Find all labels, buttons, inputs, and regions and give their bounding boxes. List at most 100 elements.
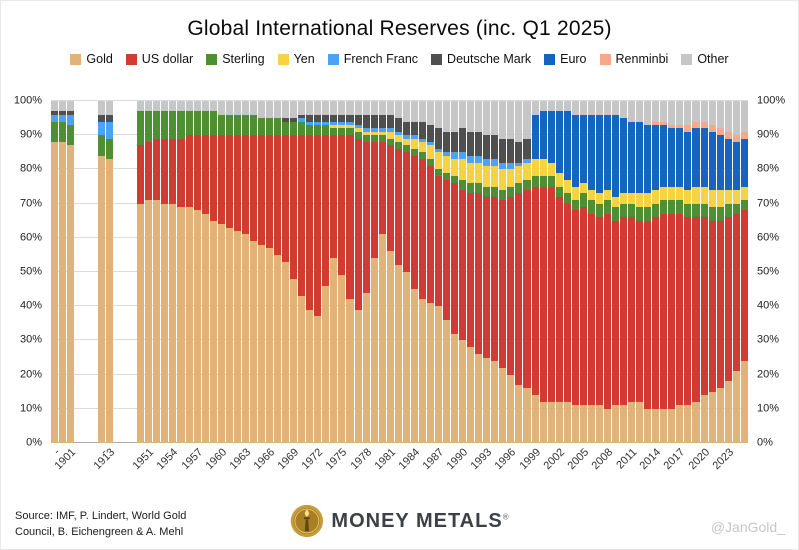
stacked-bar-1979	[370, 101, 378, 443]
bar-segment-us-dollar	[668, 213, 676, 409]
bar-segment-sterling	[145, 111, 153, 143]
bar-segment-euro	[716, 135, 724, 190]
y-axis-tick-label: 90%	[757, 128, 780, 141]
bar-segment-deutsche-mark	[499, 138, 507, 163]
bar-segment-other	[603, 101, 611, 115]
bar-segment-us-dollar	[161, 138, 169, 204]
bar-segment-other	[595, 101, 603, 115]
x-axis-tick-label: 1984	[396, 446, 423, 473]
bar-segment-us-dollar	[531, 186, 539, 396]
bar-segment-sterling	[579, 193, 587, 208]
bar-segment-sterling	[700, 203, 708, 218]
bar-segment-yen	[459, 159, 467, 180]
bar-segment-us-dollar	[209, 135, 217, 221]
bar-segment-gold	[418, 299, 426, 443]
bar-segment-sterling	[451, 176, 459, 184]
bar-segment-french-franc	[306, 121, 314, 125]
bar-segment-other	[515, 101, 523, 143]
bar-segment-us-dollar	[322, 135, 330, 286]
bar-segment-renminbi	[684, 125, 692, 132]
bar-segment-french-franc	[298, 118, 306, 122]
bar-segment-us-dollar	[571, 210, 579, 406]
bar-segment-us-dollar	[233, 135, 241, 231]
bar-segment-gold	[67, 145, 75, 443]
bar-segment-gold	[98, 155, 106, 443]
y-axis-tick-label: 60%	[19, 231, 42, 244]
bar-segment-sterling	[410, 148, 418, 156]
bar-segment-other	[531, 101, 539, 115]
bar-segment-euro	[668, 128, 676, 187]
stacked-bar-1968	[282, 101, 290, 443]
bar-segment-deutsche-mark	[467, 131, 475, 156]
bar-segment-yen	[394, 135, 402, 143]
bar-segment-gold	[306, 309, 314, 443]
stacked-bar-1900	[59, 101, 67, 443]
bar-segment-yen	[732, 189, 740, 204]
bar-segment-sterling	[523, 179, 531, 190]
stacked-bar-2019	[692, 101, 700, 443]
bar-segment-sterling	[106, 138, 114, 160]
bar-segment-yen	[378, 131, 386, 136]
legend-swatch-sterling	[206, 53, 218, 65]
bar-segment-yen	[499, 169, 507, 190]
bar-segment-french-franc	[467, 155, 475, 163]
bar-segment-deutsche-mark	[491, 135, 499, 160]
bar-segment-us-dollar	[483, 196, 491, 358]
bar-segment-sterling	[724, 203, 732, 218]
bar-segment-gold	[563, 401, 571, 443]
x-axis-tick-label: 2002	[541, 446, 567, 473]
bar-segment-deutsche-mark	[290, 118, 298, 122]
legend-item-gold: Gold	[70, 52, 113, 66]
bar-segment-euro	[724, 138, 732, 190]
bar-segment-us-dollar	[563, 203, 571, 402]
bar-segment-sterling	[233, 114, 241, 136]
bar-segment-sterling	[241, 114, 249, 136]
bar-segment-us-dollar	[724, 217, 732, 382]
bar-segment-us-dollar	[716, 220, 724, 389]
bar-segment-gold	[362, 292, 370, 443]
bar-segment-us-dollar	[338, 135, 346, 276]
bar-segment-us-dollar	[684, 217, 692, 406]
bar-segment-other	[241, 101, 249, 115]
legend-swatch-euro	[544, 53, 556, 65]
bar-segment-yen	[491, 166, 499, 187]
bar-segment-euro	[732, 142, 740, 190]
bar-segment-french-franc	[443, 152, 451, 156]
bar-segment-other	[193, 101, 201, 112]
bar-segment-gold	[354, 309, 362, 443]
bar-segment-other	[668, 101, 676, 125]
bar-segment-yen	[547, 162, 555, 177]
legend-item-other: Other	[681, 52, 729, 66]
bar-segment-gold	[314, 316, 322, 443]
bar-segment-us-dollar	[274, 135, 282, 255]
bar-segment-euro	[587, 114, 595, 190]
bar-segment-sterling	[684, 203, 692, 218]
bar-segment-sterling	[153, 111, 161, 139]
bar-segment-sterling	[177, 111, 185, 139]
bar-segment-us-dollar	[491, 196, 499, 361]
bar-segment-yen	[603, 189, 611, 201]
bar-segment-french-franc	[459, 152, 467, 160]
bar-segment-other	[378, 101, 386, 115]
bar-segment-sterling	[732, 203, 740, 214]
bar-segment-gold	[491, 360, 499, 443]
bar-segment-sterling	[249, 114, 257, 136]
bar-segment-gold	[652, 408, 660, 443]
bar-segment-us-dollar	[282, 135, 290, 262]
bar-segment-other	[467, 101, 475, 132]
money-metals-logo: MONEY METALS®	[289, 504, 509, 538]
y-axis-tick-label: 90%	[19, 128, 42, 141]
stacked-bar-1977	[354, 101, 362, 443]
bar-segment-sterling	[555, 186, 563, 197]
bar-segment-gold	[402, 272, 410, 443]
bar-segment-us-dollar	[555, 196, 563, 402]
bar-segment-french-franc	[426, 142, 434, 146]
x-axis-tick-label: 2005	[565, 446, 592, 473]
bar-group-gap	[114, 101, 136, 443]
stacked-bar-1952	[153, 101, 161, 443]
twitter-handle: @JanGold_	[710, 519, 785, 535]
bar-segment-euro	[595, 114, 603, 194]
bar-segment-sterling	[67, 124, 75, 146]
legend-item-renminbi: Renminbi	[599, 52, 668, 66]
bar-segment-gold	[193, 210, 201, 443]
